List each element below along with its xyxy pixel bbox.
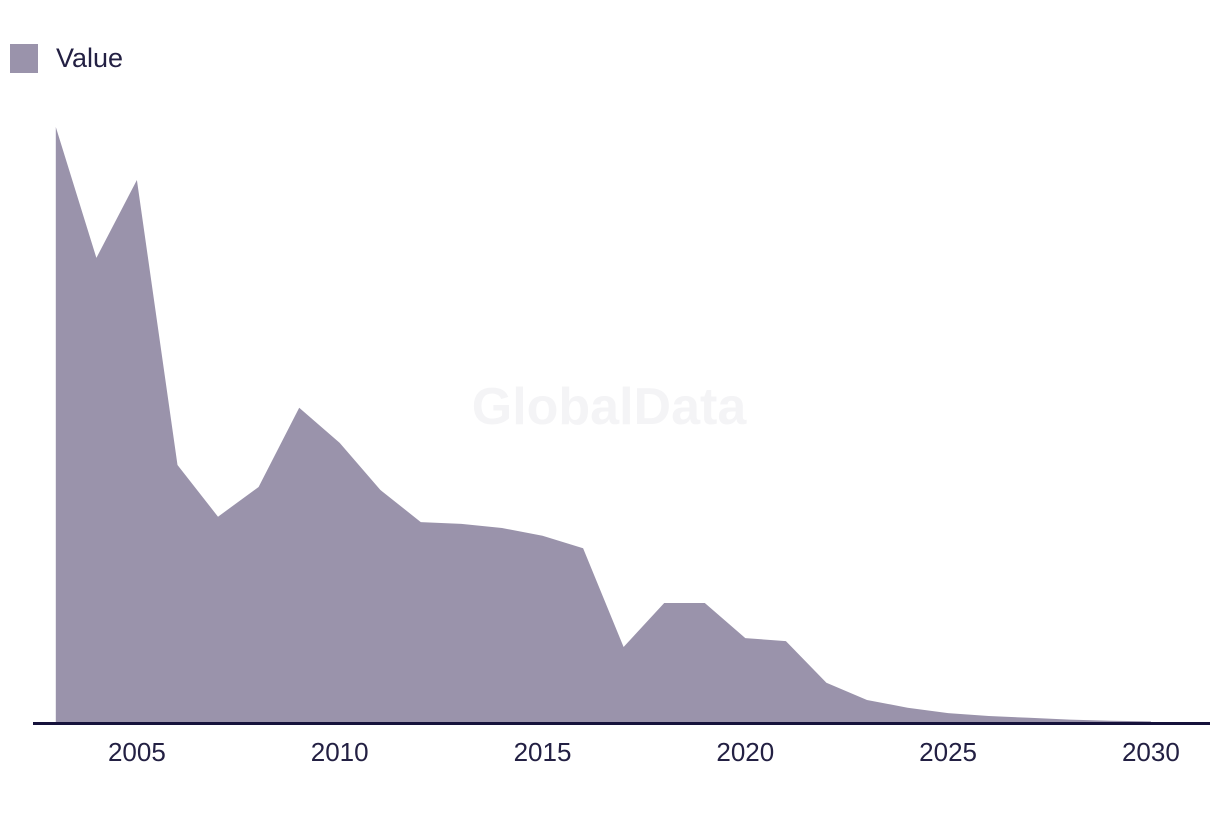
x-tick-label: 2015 [513,737,572,767]
legend-label: Value [56,43,124,73]
legend-swatch [10,44,38,73]
legend-item-value[interactable]: Value [10,44,123,73]
x-tick-label: 2005 [107,737,166,767]
x-axis-line [33,722,1210,725]
area-series-value[interactable] [55,127,1151,722]
x-tick-label: 2020 [716,737,775,767]
x-tick-label: 2030 [1121,737,1180,767]
x-tick-label: 2010 [310,737,369,767]
x-tick-label: 2025 [919,737,978,767]
